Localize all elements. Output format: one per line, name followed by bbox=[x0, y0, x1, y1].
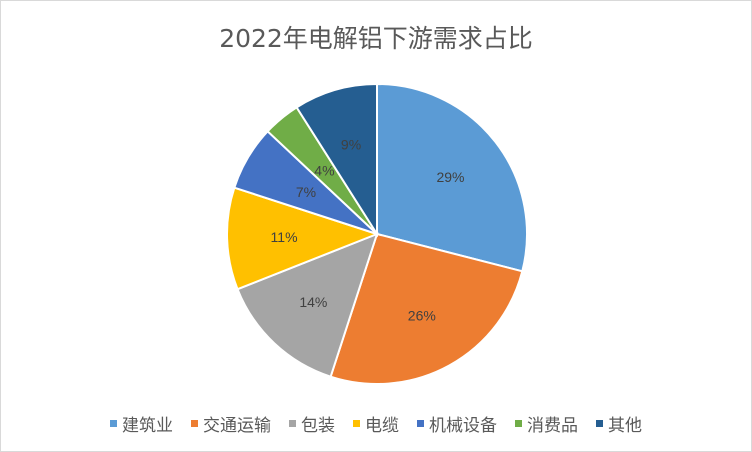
data-label: 14% bbox=[299, 294, 327, 310]
data-label: 29% bbox=[436, 169, 464, 185]
legend-swatch bbox=[191, 420, 198, 427]
pie-slice-0 bbox=[376, 82, 528, 273]
data-label: 4% bbox=[314, 162, 334, 178]
pie-slice-2 bbox=[236, 232, 379, 378]
legend-swatch bbox=[353, 420, 360, 427]
data-label: 9% bbox=[341, 137, 361, 153]
legend-swatch bbox=[417, 420, 424, 427]
legend-label: 电缆 bbox=[365, 416, 399, 436]
legend-label: 消费品 bbox=[527, 416, 578, 436]
pie-slice-6 bbox=[295, 82, 378, 238]
data-label: 11% bbox=[271, 229, 298, 245]
legend: 建筑业 交通运输 包装 电缆 机械设备 消费品 其他 bbox=[1, 411, 751, 436]
legend-label: 包装 bbox=[301, 416, 335, 436]
legend-item: 其他 bbox=[596, 411, 642, 436]
legend-label: 其他 bbox=[608, 416, 642, 436]
legend-item: 电缆 bbox=[353, 411, 399, 436]
legend-swatch bbox=[596, 420, 603, 427]
legend-item: 机械设备 bbox=[417, 411, 497, 436]
pie-slice-3 bbox=[226, 186, 380, 291]
legend-item: 建筑业 bbox=[110, 411, 173, 436]
legend-swatch bbox=[515, 420, 522, 427]
chart-title: 2022年电解铝下游需求占比 bbox=[219, 24, 533, 53]
legend-label: 建筑业 bbox=[122, 416, 173, 436]
legend-swatch bbox=[289, 420, 296, 427]
pie-slice-1 bbox=[329, 232, 524, 385]
data-label: 26% bbox=[408, 307, 436, 323]
legend-item: 消费品 bbox=[515, 411, 578, 436]
legend-swatch bbox=[110, 420, 117, 427]
legend-label: 交通运输 bbox=[203, 416, 271, 436]
data-label: 7% bbox=[296, 184, 316, 200]
legend-item: 包装 bbox=[289, 411, 335, 436]
legend-label: 机械设备 bbox=[429, 416, 497, 436]
legend-item: 交通运输 bbox=[191, 411, 271, 436]
